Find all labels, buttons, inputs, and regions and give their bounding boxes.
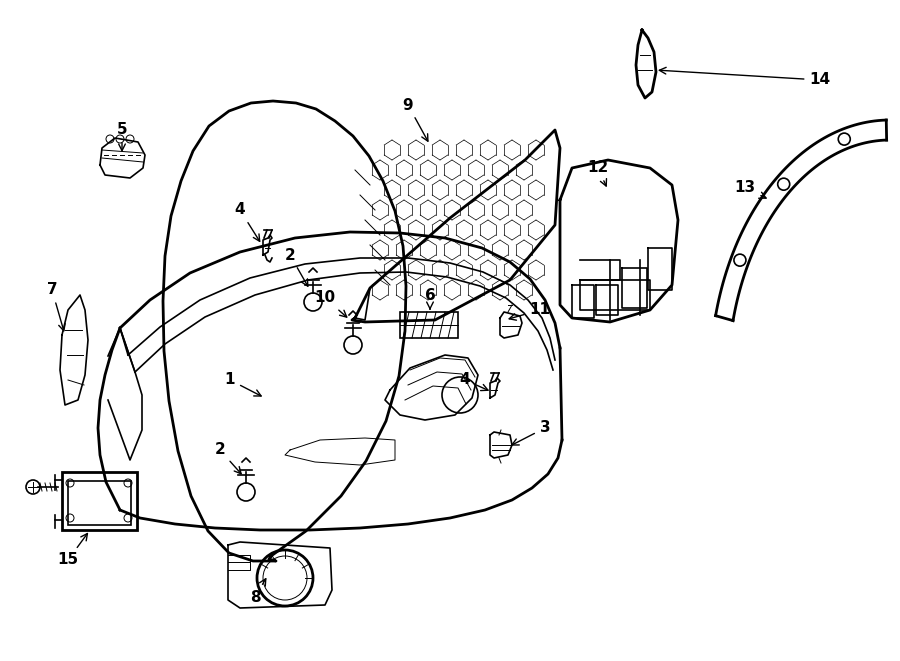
Text: 8: 8 — [249, 579, 266, 605]
Text: 9: 9 — [402, 98, 428, 141]
Bar — [68, 481, 131, 525]
Text: 3: 3 — [512, 420, 550, 445]
Text: 4: 4 — [235, 202, 260, 241]
Text: 11: 11 — [509, 303, 551, 320]
Bar — [400, 312, 458, 338]
Text: 10: 10 — [314, 290, 346, 317]
Text: 1: 1 — [225, 373, 261, 396]
Text: 2: 2 — [284, 247, 308, 286]
Text: 6: 6 — [425, 288, 436, 309]
Text: 14: 14 — [660, 67, 831, 87]
Text: 12: 12 — [588, 161, 608, 186]
Text: 13: 13 — [734, 180, 766, 198]
Bar — [62, 472, 137, 530]
Text: 4: 4 — [460, 373, 488, 391]
Text: 7: 7 — [47, 282, 65, 331]
Text: 15: 15 — [58, 533, 87, 568]
Text: 2: 2 — [214, 442, 241, 474]
Text: 5: 5 — [117, 122, 127, 151]
